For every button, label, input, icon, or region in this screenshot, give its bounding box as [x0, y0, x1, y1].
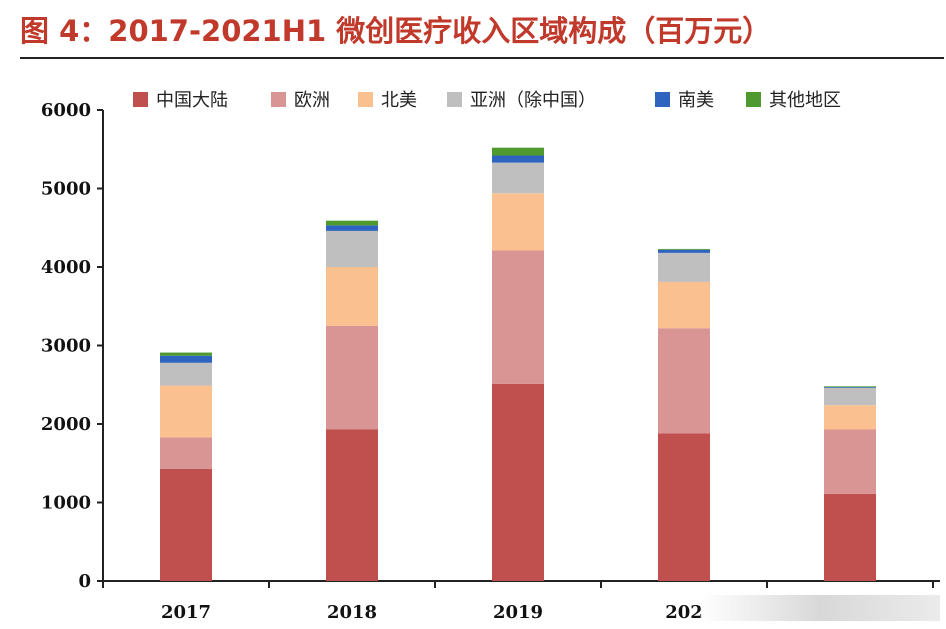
- bar-stack-2018: [326, 220, 378, 581]
- x-tick-label: 2019: [493, 602, 543, 623]
- legend-swatch: [746, 92, 761, 107]
- bar-stack-2020: [658, 248, 710, 581]
- bar-segment-2019-s4: [492, 155, 544, 163]
- bar-stack-2021H1: [824, 386, 876, 581]
- bar-stack-2019: [492, 147, 544, 581]
- bar-segment-2021H1-s5: [824, 386, 876, 388]
- y-tick-label: 3000: [41, 336, 91, 357]
- bar-segment-2019-s5: [492, 147, 544, 156]
- y-tick-label: 0: [78, 571, 91, 592]
- legend-label: 欧洲: [294, 90, 330, 111]
- legend-item: 北美: [358, 90, 417, 111]
- bar-segment-2019-s3: [492, 162, 544, 194]
- bar-stacks: [160, 147, 876, 581]
- bar-segment-2019-s1: [492, 250, 544, 384]
- bar-segment-2018-s4: [326, 225, 378, 231]
- legend-swatch: [133, 92, 148, 107]
- x-tick-label: 202: [665, 602, 703, 623]
- bar-segment-2017-s5: [160, 352, 212, 356]
- y-tick-label: 6000: [41, 100, 91, 121]
- watermark-blur: [700, 595, 940, 621]
- bar-segment-2021H1-s3: [824, 387, 876, 406]
- legend-item: 欧洲: [271, 90, 330, 111]
- legend-swatch: [447, 92, 462, 107]
- bar-segment-2018-s0: [326, 429, 378, 581]
- bar-stack-2017: [160, 352, 212, 581]
- bar-segment-2020-s1: [658, 328, 710, 434]
- legend-label: 其他地区: [769, 90, 841, 111]
- y-axis: 0 1000 2000 3000 4000 5000 6000: [41, 100, 104, 592]
- bar-segment-2017-s2: [160, 385, 212, 438]
- bar-segment-2021H1-s0: [824, 493, 876, 581]
- y-tick-label: 1000: [41, 493, 91, 514]
- bar-segment-2020-s0: [658, 433, 710, 581]
- bar-segment-2020-s4: [658, 249, 710, 253]
- bar-segment-2020-s2: [658, 281, 710, 329]
- y-tick-label: 5000: [41, 179, 91, 200]
- bar-segment-2020-s3: [658, 252, 710, 282]
- legend-label: 北美: [381, 90, 417, 111]
- legend-label: 南美: [678, 90, 714, 111]
- legend-swatch: [271, 92, 286, 107]
- x-tick-label: 2017: [161, 602, 211, 623]
- legend-swatch: [655, 92, 670, 107]
- bar-segment-2018-s3: [326, 230, 378, 267]
- legend-label: 中国大陆: [156, 90, 228, 111]
- bar-segment-2017-s1: [160, 437, 212, 469]
- title-divider: [20, 57, 944, 59]
- y-tick-label: 4000: [41, 257, 91, 278]
- bar-segment-2021H1-s2: [824, 405, 876, 430]
- bar-segment-2019-s0: [492, 383, 544, 581]
- x-tick-label: 2018: [327, 602, 377, 623]
- legend-item: 中国大陆: [133, 90, 228, 111]
- bar-segment-2017-s0: [160, 468, 212, 581]
- bar-segment-2018-s2: [326, 267, 378, 326]
- legend-swatch: [358, 92, 373, 107]
- bar-segment-2021H1-s1: [824, 429, 876, 494]
- bar-segment-2019-s2: [492, 193, 544, 251]
- bar-segment-2018-s1: [326, 325, 378, 430]
- bar-segment-2017-s4: [160, 355, 212, 363]
- legend-item: 南美: [655, 90, 714, 111]
- legend-label: 亚洲（除中国）: [470, 90, 596, 111]
- bar-segment-2017-s3: [160, 362, 212, 386]
- bar-segment-2021H1-s4: [824, 387, 876, 388]
- legend: 中国大陆 欧洲 北美 亚洲（除中国） 南美 其他地区: [133, 90, 841, 111]
- legend-item: 亚洲（除中国）: [447, 90, 596, 111]
- legend-item: 其他地区: [746, 90, 841, 111]
- figure-title-text: 图 4：2017-2021H1 微创医疗收入区域构成（百万元）: [20, 14, 772, 48]
- bar-segment-2020-s5: [658, 248, 710, 250]
- figure-title: 图 4：2017-2021H1 微创医疗收入区域构成（百万元）: [0, 0, 946, 58]
- bar-segment-2018-s5: [326, 220, 378, 226]
- y-tick-label: 2000: [41, 414, 91, 435]
